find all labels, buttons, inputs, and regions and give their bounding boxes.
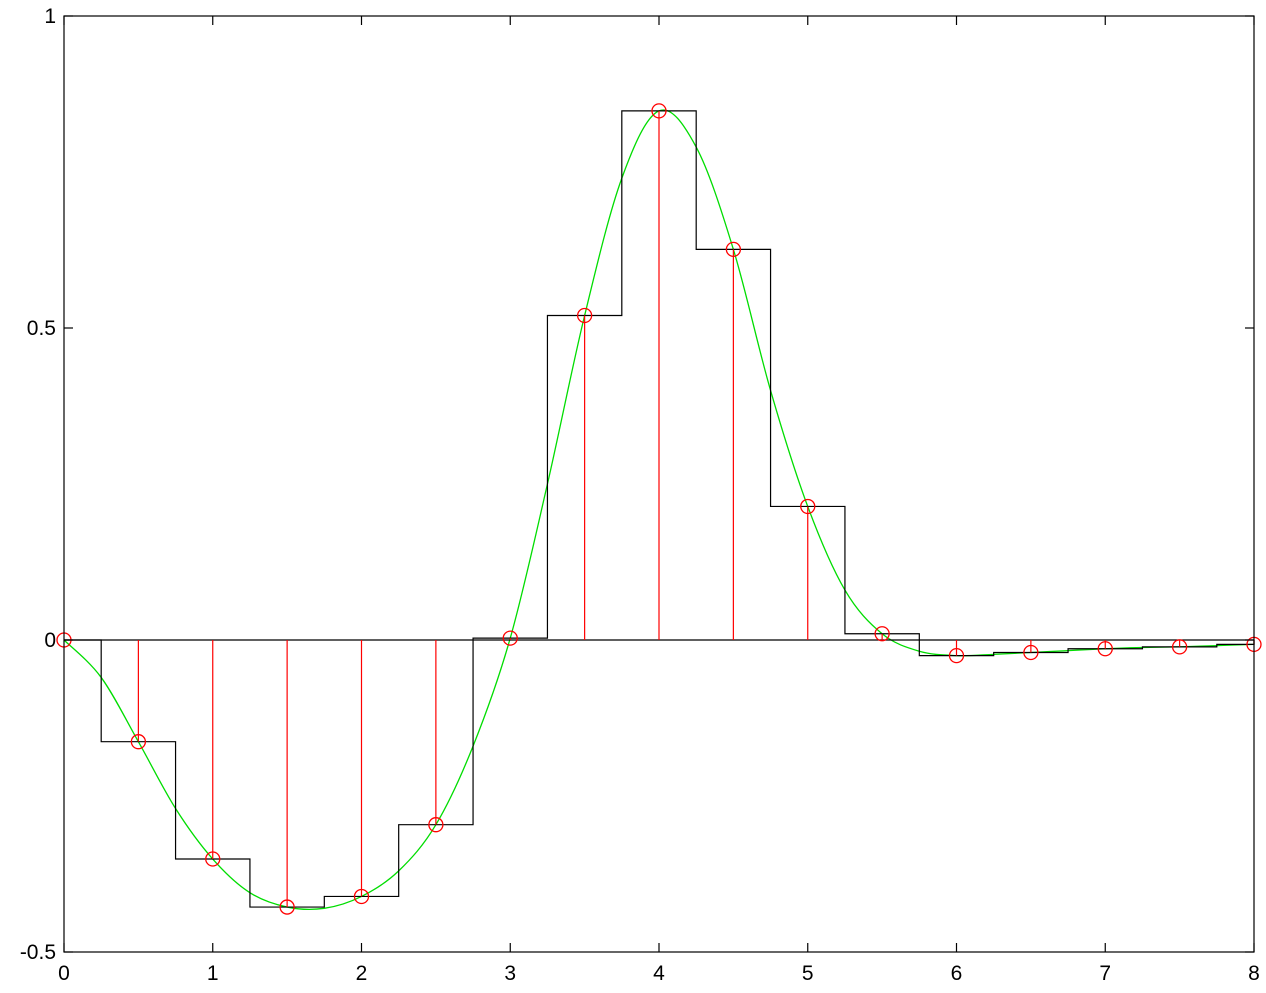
sample-marker [1171,639,1188,655]
x-tick-label: 5 [802,962,814,985]
sample-marker [1023,644,1039,661]
sample-marker [205,851,221,867]
sample-marker [948,647,965,664]
y-tick-label: -0.5 [20,941,56,964]
x-axis: 0 1 2 3 4 5 6 7 8 [58,16,1260,985]
sample-marker [353,888,370,905]
stems-layer [56,103,1262,915]
x-tick-label: 8 [1248,962,1260,985]
sample-marker [651,103,667,119]
sample-marker [130,734,147,750]
staircase-line [64,110,1255,908]
y-tick-label: 1 [44,5,56,28]
x-tick-label: 7 [1099,962,1111,985]
x-tick-label: 0 [58,962,70,985]
x-tick-label: 2 [356,962,368,985]
y-axis: -0.5 0 0.5 1 [20,5,1254,964]
sample-marker [502,630,518,646]
sample-marker [428,817,444,833]
sample-marker [576,307,593,324]
x-tick-label: 4 [653,962,665,985]
y-tick-label: 0.5 [27,317,56,340]
x-tick-label: 1 [207,962,219,985]
sample-marker [874,626,890,642]
sample-marker [1097,641,1113,657]
sample-marker [279,899,295,915]
sample-marker [800,498,816,515]
x-tick-label: 6 [951,962,963,985]
y-tick-label: 0 [44,629,56,652]
sample-marker [725,241,742,258]
x-tick-label: 3 [504,962,516,985]
